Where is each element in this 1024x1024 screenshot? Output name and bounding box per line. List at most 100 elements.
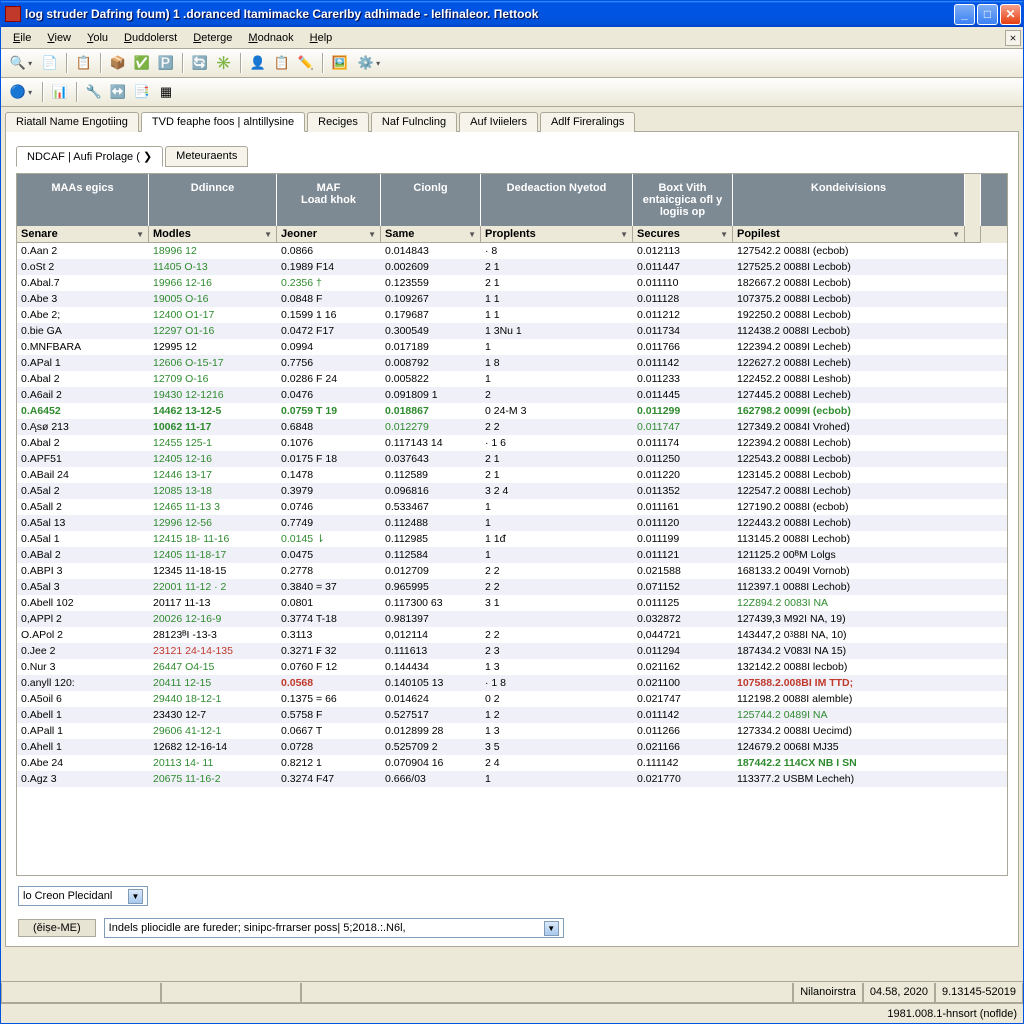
menu-deterge[interactable]: Deterge	[185, 30, 240, 46]
menu-modnaok[interactable]: Modnaok	[240, 30, 301, 46]
col-header-jeoner[interactable]: Jeoner▼	[277, 226, 381, 243]
cell: 0.021100	[633, 677, 733, 689]
footer-combo-1[interactable]: lo Creon Plecidanl ▼	[18, 886, 148, 906]
tab-auf-iviielers[interactable]: Auf Iviielers	[459, 112, 538, 132]
cell: 1	[481, 517, 633, 529]
toolbar-button-17[interactable]: ⚙️	[353, 52, 385, 74]
cell: 0.011212	[633, 309, 733, 321]
menu-duddolerst[interactable]: Duddolerst	[116, 30, 185, 46]
cell: 0.Abell 102	[17, 597, 149, 609]
table-row[interactable]: 0.APF5112405 12-160.0175 F 180.0376432 1…	[17, 451, 1007, 467]
table-row[interactable]: 0.A5al 212085 13-180.39790.0968163 2 40.…	[17, 483, 1007, 499]
table-row[interactable]: O.APol 228123ᴮI -13-30.31130,0121142 20,…	[17, 627, 1007, 643]
tab-adlf-fireralings[interactable]: Adlf Fireralings	[540, 112, 635, 132]
subtab-ndcaf-aufi-prolage-[interactable]: NDCAF | Aufi Prolage ( ❯	[16, 146, 163, 167]
menu-eile[interactable]: Eile	[5, 30, 39, 46]
minimize-button[interactable]: _	[954, 4, 975, 25]
table-row[interactable]: 0.Abell 123430 12-70.5758 F0.5275171 20.…	[17, 707, 1007, 723]
table-row[interactable]: 0.Abell 10220117 11-130.08010.117300 633…	[17, 595, 1007, 611]
table-row[interactable]: 0.Abal 212455 125-10.10760.117143 14· 1 …	[17, 435, 1007, 451]
table-row[interactable]: 0.Abal 212709 O-160.0286 F 240.005822 10…	[17, 371, 1007, 387]
table-row[interactable]: 0.A5all 212465 11-13 30.07460.533467 10.…	[17, 499, 1007, 515]
table-row[interactable]: 0.Ahell 112682 12-16-140.07280.525709 23…	[17, 739, 1007, 755]
status-pane-2: 04.58, 2020	[863, 983, 935, 1003]
table-row[interactable]: 0.bie GA12297 O1-160.0472 F170.3005491 3…	[17, 323, 1007, 339]
toolbar-button-1[interactable]: 📄	[39, 52, 61, 74]
toolbar-button-7[interactable]: ▦	[155, 81, 177, 103]
toolbar-button-5[interactable]: ↔️	[107, 81, 129, 103]
cell: 0.011352	[633, 485, 733, 497]
table-row[interactable]: 0.A5al 1312996 12-560.77490.112488 10.01…	[17, 515, 1007, 531]
cell: 0.012113	[633, 245, 733, 257]
toolbar-button-7[interactable]: 🅿️	[155, 52, 177, 74]
cell: 0.A6ail 2	[17, 389, 149, 401]
cell: · 8	[481, 245, 633, 257]
tab-riatall-name-engotiing[interactable]: Riatall Name Engotiing	[5, 112, 139, 132]
toolbar-button-9[interactable]: 🔄	[189, 52, 211, 74]
table-row[interactable]: 0.A5oil 629440 18-12-10.1375 = 660.01462…	[17, 691, 1007, 707]
table-row[interactable]: 0.APall 129606 41-12-10.0667 T0.012899 2…	[17, 723, 1007, 739]
table-row[interactable]: 0.A5al 322001 11-12 · 20.3840 = 370.9659…	[17, 579, 1007, 595]
toolbar-button-6[interactable]: ✅	[131, 52, 153, 74]
grid-body[interactable]: 0.Aan 218996 120.08660.014843· 80.012113…	[17, 243, 1007, 875]
menu-view[interactable]: View	[39, 30, 79, 46]
col-header-modles[interactable]: Modles▼	[149, 226, 277, 243]
subtab-meteuraents[interactable]: Meteuraents	[165, 146, 248, 167]
cell: 12465 11-13 3	[149, 501, 277, 513]
table-row[interactable]: 0.ABal 212405 11-18-170.04750.112584 10.…	[17, 547, 1007, 563]
table-row[interactable]: 0.Nur 326447 O4-150.0760 F 120.1444341 3…	[17, 659, 1007, 675]
table-row[interactable]: 0.A6ail 219430 12-12160.04760.091809 1 2…	[17, 387, 1007, 403]
table-row[interactable]: 0.ABail 2412446 13-170.14780.1125892 10.…	[17, 467, 1007, 483]
maximize-button[interactable]: □	[977, 4, 998, 25]
table-row[interactable]: 0.APal 112606 O-15-170.77560.008792 1 80…	[17, 355, 1007, 371]
col-header-popilest[interactable]: Popilest▼	[733, 226, 965, 243]
tab-naf-fulncling[interactable]: Naf Fulncling	[371, 112, 457, 132]
toolbar-button-13[interactable]: 📋	[271, 52, 293, 74]
toolbar-button-0[interactable]: 🔵	[5, 81, 37, 103]
table-row[interactable]: 0.Abe 2420113 14- 110.8212 10.070904 162…	[17, 755, 1007, 771]
toolbar-button-16[interactable]: 🖼️	[329, 52, 351, 74]
footer-combo-2[interactable]: Indels pliocidle are fureder; sinipc-frr…	[104, 918, 564, 938]
table-row[interactable]: 0.MNFBARA12995 120.09940.017189 10.01176…	[17, 339, 1007, 355]
col-header-same[interactable]: Same▼	[381, 226, 481, 243]
close-button[interactable]: ✕	[1000, 4, 1021, 25]
cell: 0.011233	[633, 373, 733, 385]
tab-reciges[interactable]: Reciges	[307, 112, 369, 132]
toolbar-button-2[interactable]: 📊	[49, 81, 71, 103]
cell: 1 3	[481, 725, 633, 737]
table-row[interactable]: 0.ABPI 312345 11-18-150.27780.0127092 20…	[17, 563, 1007, 579]
toolbar-button-14[interactable]: ✏️	[295, 52, 317, 74]
menu-yolu[interactable]: Yolu	[79, 30, 116, 46]
toolbar-button-5[interactable]: 📦	[107, 52, 129, 74]
table-row[interactable]: 0.A5al 112415 18- 11-160.0145 ⇂0.1129851…	[17, 531, 1007, 547]
col-header-proplents[interactable]: Proplents▼	[481, 226, 633, 243]
toolbar-button-4[interactable]: 🔧	[83, 81, 105, 103]
table-row[interactable]: 0.Ąsø 21310062 11-170.68480.0122792 20.0…	[17, 419, 1007, 435]
col-header-senare[interactable]: Senare▼	[17, 226, 149, 243]
cell: 2 2	[481, 565, 633, 577]
table-row[interactable]: 0.Agz 320675 11-16-20.3274 F470.666/03 1…	[17, 771, 1007, 787]
cell: 127525.2 0088I Lecbob)	[733, 261, 965, 273]
toolbar-separator	[182, 53, 184, 73]
toolbar-button-3[interactable]: 📋	[73, 52, 95, 74]
table-row[interactable]: 0.oSt 211405 O-130.1989 F140.0026092 10.…	[17, 259, 1007, 275]
col-header-secures[interactable]: Secures▼	[633, 226, 733, 243]
table-row[interactable]: 0.A645214462 13-12-50.0759 T 190.0188670…	[17, 403, 1007, 419]
toolbar-button-10[interactable]: ✳️	[213, 52, 235, 74]
table-row[interactable]: 0.Abe 2;12400 O1-170.1599 1 160.1796871 …	[17, 307, 1007, 323]
table-row[interactable]: 0.Aan 218996 120.08660.014843· 80.012113…	[17, 243, 1007, 259]
data-grid: MAAs egicsDdinnceMAFLoad khokCionlgDedea…	[16, 173, 1008, 876]
table-row[interactable]: 0.Jee 223121 24-14-1350.3271 ₣ 320.11161…	[17, 643, 1007, 659]
toolbar-button-12[interactable]: 👤	[247, 52, 269, 74]
table-row[interactable]: 0.Abal.719966 12-160.2356 †0.1235592 10.…	[17, 275, 1007, 291]
cell: 1 1ᵭ	[481, 533, 633, 545]
table-row[interactable]: 0.anyll 120:20411 12-150.05680.140105 13…	[17, 675, 1007, 691]
table-row[interactable]: 0,APPl 220026 12-16-90.3774 T-180.981397…	[17, 611, 1007, 627]
menubar-collapse-button[interactable]: ⨯	[1005, 30, 1021, 46]
table-row[interactable]: 0.Abe 319005 O-160.0848 F0.1092671 10.01…	[17, 291, 1007, 307]
menu-help[interactable]: Help	[302, 30, 341, 46]
cell: 113145.2 0088I Lechob)	[733, 533, 965, 545]
tab-tvd-feaphe-foos-alntillysine[interactable]: TVD feaphe foos | alntillysine	[141, 112, 305, 132]
toolbar-button-0[interactable]: 🔍	[5, 52, 37, 74]
toolbar-button-6[interactable]: 📑	[131, 81, 153, 103]
